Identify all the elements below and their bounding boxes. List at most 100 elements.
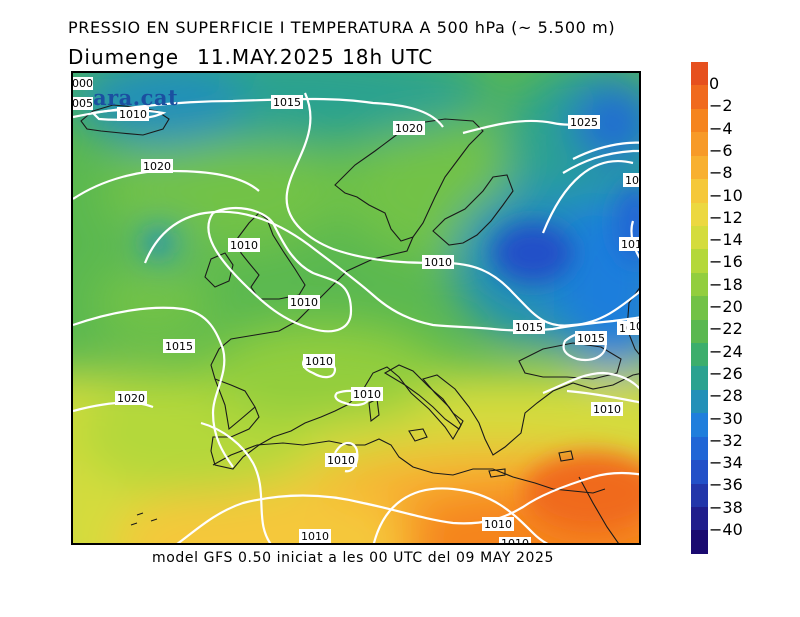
colorbar-segment [691,507,708,531]
temperature-field [73,73,639,543]
isobar-1015-east [572,141,639,160]
isobar-label: 1020 [623,173,641,187]
coast-iceland [80,104,170,136]
colorbar-segment [691,85,708,109]
colorbar-tick-label: −32 [709,430,743,450]
colorbar-tick-label: −22 [709,319,743,339]
colorbar-tick-label: −30 [709,408,743,428]
colorbar-tick-label: −10 [709,185,743,205]
svg-text:10: 10 [629,320,641,333]
coast-continent [210,236,639,470]
colorbar-tick-label: −26 [709,363,743,383]
colorbar-tick-label: −40 [709,520,743,539]
coast-crete [488,468,506,478]
forecast-day: Diumenge [68,45,180,69]
isobar-label: 10 [627,319,641,333]
svg-text:1010: 1010 [501,537,529,545]
colorbar-segment [691,436,708,461]
svg-text:1010: 1010 [230,239,258,252]
colorbar-segment [691,460,708,484]
isobar-label: 1015 [163,339,195,353]
svg-text:1020: 1020 [117,392,145,405]
map-canvas: 1015 1010 1020 1025 1010 1010 1020 1010 … [73,73,641,545]
colorbar-tick-label: 0 [709,74,720,93]
colorbar-tick-label: −36 [709,475,743,495]
isobar-label: 1010 [499,537,531,545]
isobar-1015-west [73,306,234,468]
isobar-1015-se [542,371,639,395]
isobar-label: 1020 [393,121,425,135]
isobar-1010-sahara [372,487,549,543]
colorbar-tick-label: −4 [709,118,733,138]
weather-map: 1015 1010 1020 1025 1010 1010 1020 1010 … [71,71,641,545]
isobar-1020-east [562,149,639,174]
colorbar-segment [691,62,708,86]
svg-text:1020: 1020 [625,174,641,187]
colorbar-tick-label: −14 [709,230,743,250]
coast-iberia [214,378,256,431]
colorbar-segment [691,155,708,180]
svg-text:1020: 1020 [143,160,171,173]
isobar-label: 1015 [513,320,545,334]
svg-text:1010: 1010 [119,108,147,121]
svg-text:1025: 1025 [570,116,598,129]
isobar-label: 1010 [482,517,514,531]
isobar-1010-south [176,471,639,543]
colorbar-segment [691,202,708,226]
isobar-1010-iceland [90,108,167,121]
isobar-1015-south [200,421,272,543]
svg-text:1010: 1010 [353,388,381,401]
colorbar-segment [691,108,708,133]
colorbar-tick-label: −6 [709,140,733,160]
isobar-1010-africa [334,441,359,473]
svg-text:1015: 1015 [577,332,605,345]
coast-british-isles [204,212,306,300]
isobar-1010-se [566,389,639,404]
ara-cat-logo: ara.cat [93,85,179,110]
colorbar-segment [691,483,708,508]
colorbar-tick-label: −38 [709,497,743,517]
isobar-label: 1010 [619,237,641,251]
model-run-info: model GFS 0.50 iniciat a les 00 UTC del … [152,550,555,566]
isobar-label: 1010 [351,387,383,401]
svg-text:1010: 1010 [621,238,641,251]
isobar-label: 1005 [73,97,93,110]
colorbar-tick-label: −18 [709,274,743,294]
coast-canaries [130,512,158,526]
isobar-label: 1010 [299,529,331,543]
colorbar-tick-label: −12 [709,207,743,227]
isobar-label: 1020 [115,391,147,405]
coast-north-africa [212,438,606,494]
svg-text:1010: 1010 [301,530,329,543]
colorbar-tick-label: −20 [709,297,743,316]
temperature-colorbar [691,62,708,554]
svg-text:1010: 1010 [327,454,355,467]
colorbar-segment [691,132,708,156]
colorbar-segment [691,249,708,273]
isobar-label: 1010 [288,295,320,309]
colorbar-tick-label: −24 [709,341,743,361]
colorbar-tick-label: −8 [709,163,733,183]
isobar-label: 1010 [591,402,623,416]
colorbar-segment [691,319,708,344]
svg-text:1015: 1015 [273,96,301,109]
coast-cyprus [558,450,574,462]
colorbar-tick-label: −16 [709,252,743,272]
isobar-label: 1010 [422,255,454,269]
colorbar-segment [691,530,708,554]
isobar-label: 1020 [141,159,173,173]
colorbar-segment [691,272,708,297]
isobar-label: 1010 [325,453,357,467]
map-title: PRESSIO EN SUPERFICIE I TEMPERATURA A 50… [68,18,616,37]
colorbar-segment [691,225,708,250]
colorbar-segment [691,296,708,320]
svg-text:1010: 1010 [424,256,452,269]
svg-text:1020: 1020 [395,122,423,135]
svg-text:1010: 1010 [484,518,512,531]
isobar-label: 1010 [303,354,335,368]
isobar-1020-ne [541,160,634,234]
svg-text:1015: 1015 [165,340,193,353]
colorbar-segment [691,343,708,367]
